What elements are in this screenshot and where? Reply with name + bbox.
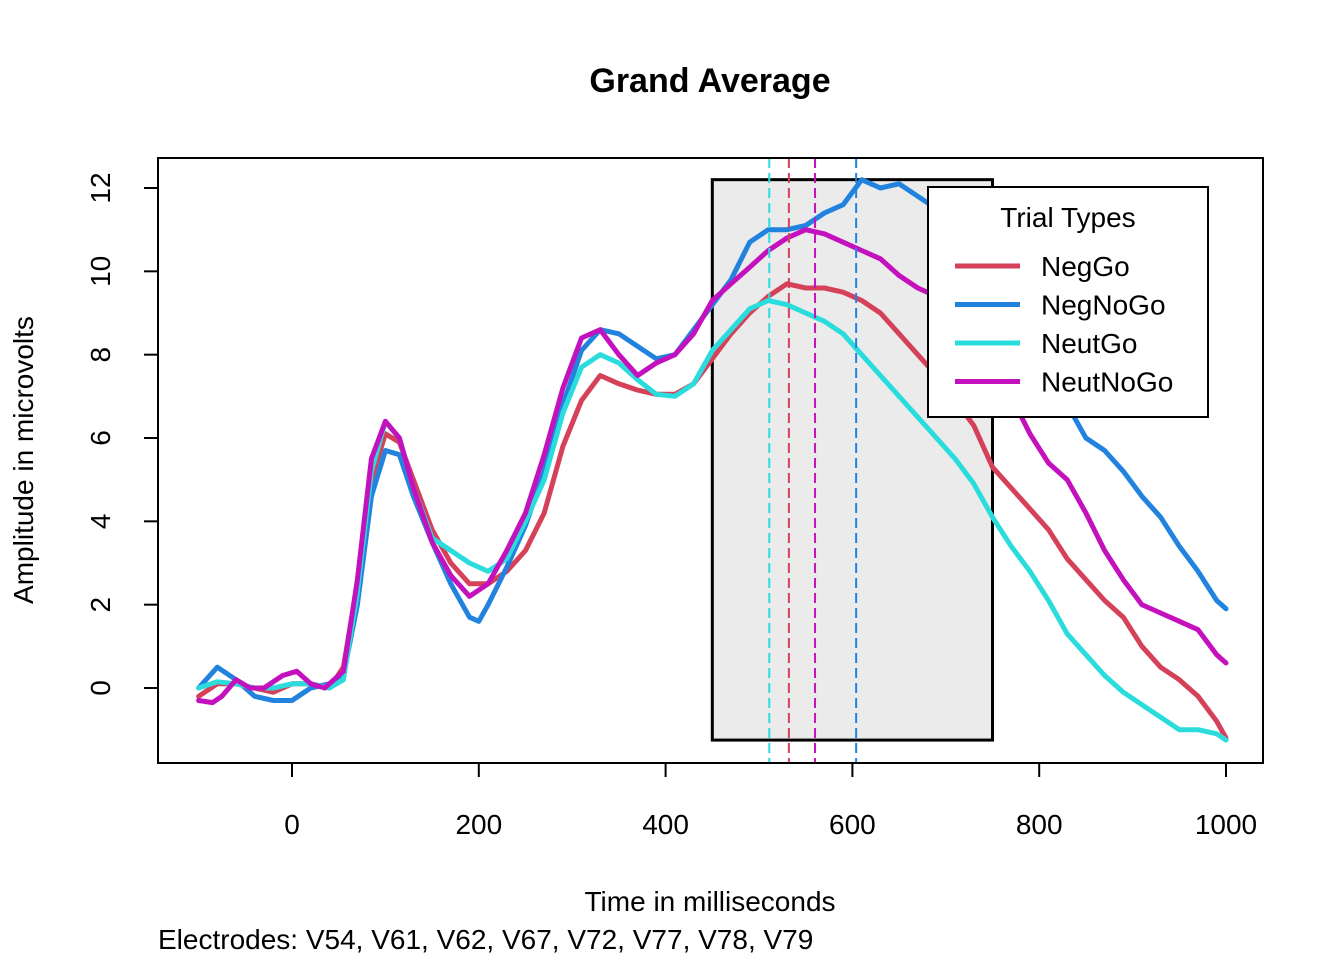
x-tick-label: 0: [284, 809, 300, 840]
x-axis: 0 200 400 600 800 1000: [284, 762, 1257, 840]
series-line-neutnogo: [196, 227, 1229, 706]
x-tick-label: 600: [829, 809, 876, 840]
x-axis-label: Time in milliseconds: [584, 886, 835, 917]
peak-latency-lines: [768, 158, 858, 763]
x-tick-label: 1000: [1195, 809, 1257, 840]
legend-label-neggo: NegGo: [1041, 251, 1130, 282]
legend-box: [927, 186, 1209, 418]
y-axis-label: Amplitude in microvolts: [8, 316, 39, 604]
y-axis: 0 2 4 6 8 10 12: [85, 172, 159, 696]
y-tick-label: 10: [85, 256, 116, 287]
x-tick-label: 800: [1016, 809, 1063, 840]
y-tick-label: 0: [85, 680, 116, 696]
y-tick-label: 2: [85, 597, 116, 613]
x-tick-label: 200: [455, 809, 502, 840]
y-tick-label: 12: [85, 172, 116, 203]
legend-label-negnogo: NegNoGo: [1041, 290, 1166, 321]
y-tick-label: 6: [85, 430, 116, 446]
legend-title: Trial Types: [1000, 202, 1135, 233]
legend-label-neutnogo: NeutNoGo: [1041, 367, 1173, 398]
legend: Trial Types NegGo NegNoGo NeutGo NeutNoGo: [927, 186, 1209, 418]
x-tick-label: 400: [642, 809, 689, 840]
electrodes-caption: Electrodes: V54, V61, V62, V67, V72, V77…: [158, 924, 813, 955]
chart-title: Grand Average: [589, 62, 830, 100]
y-tick-label: 8: [85, 347, 116, 363]
legend-label-neutgo: NeutGo: [1041, 328, 1138, 359]
y-tick-label: 4: [85, 514, 116, 530]
legend-items: NegGo NegNoGo NeutGo NeutNoGo: [955, 251, 1173, 398]
